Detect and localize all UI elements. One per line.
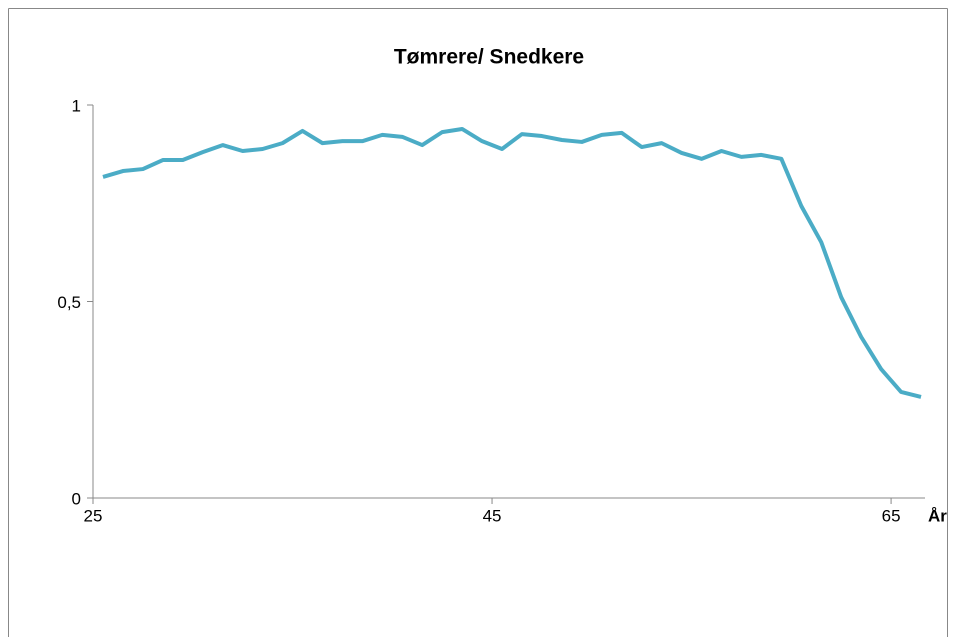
line-series — [102, 126, 922, 399]
chart-title: Tømrere/ Snedkere — [394, 46, 584, 69]
x-tick-label: 25 — [84, 506, 103, 525]
x-tick-label: 65 — [882, 506, 901, 525]
y-tick-label: 0,5 — [57, 293, 81, 312]
x-tick-label: 45 — [483, 506, 502, 525]
y-tick-label: 1 — [72, 96, 81, 115]
y-tick-label: 0 — [72, 489, 81, 508]
x-axis-label: År — [928, 506, 947, 525]
